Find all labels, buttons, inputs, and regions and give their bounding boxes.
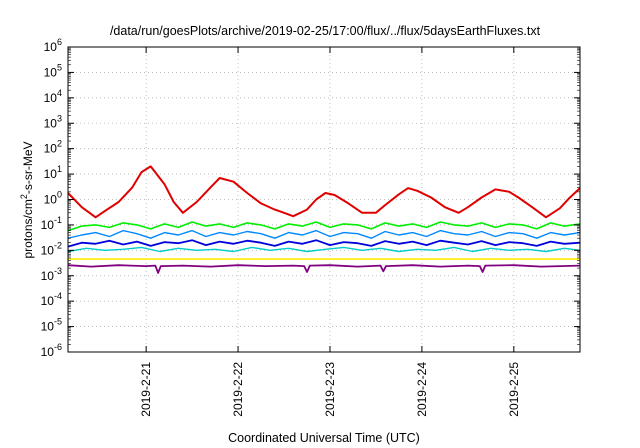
x-tick-label: 2019-2-21 [139,362,153,417]
x-axis-label: Coordinated Universal Time (UTC) [228,431,420,445]
y-tick-label: 103 [44,113,62,130]
series-line-1 [67,165,581,219]
series-line-3 [67,246,581,253]
x-axis: 2019-2-21 2019-2-22 2019-2-23 2019-2-24 2019… [139,47,521,417]
y-tick-label: 105 [44,62,62,79]
y-tick-label: 10-1 [41,215,62,232]
chart-title: /data/run/goesPlots/archive/2019-02-25/1… [110,24,541,38]
series-line-5 [67,239,581,248]
series-group [67,165,581,274]
x-tick-label: 2019-2-22 [231,362,245,417]
x-tick-label: 2019-2-24 [415,362,429,417]
y-tick-label: 106 [44,37,62,54]
y-tick-label: 10-4 [41,291,62,308]
grid-lines [68,47,580,352]
y-tick-label: 10-5 [41,317,62,334]
y-tick-label: 10-2 [41,240,62,257]
y-axis-label: protons/cm2-s-sr-MeV [19,141,35,258]
series-line-2 [67,221,581,232]
y-tick-label: 10-6 [41,342,62,359]
y-tick-label: 104 [44,88,62,105]
x-tick-label: 2019-2-25 [507,362,521,417]
x-tick-label: 2019-2-23 [323,362,337,417]
y-axis: 10-6 10-5 10-4 10-3 10-2 10-1 100 101 102 103 104 1… [41,37,580,359]
series-line-7 [67,264,581,274]
y-tick-label: 100 [44,190,62,207]
y-tick-label: 10-3 [41,266,62,283]
series-line-4 [67,229,581,239]
y-tick-label: 101 [44,164,62,181]
y-tick-label: 102 [44,139,62,156]
